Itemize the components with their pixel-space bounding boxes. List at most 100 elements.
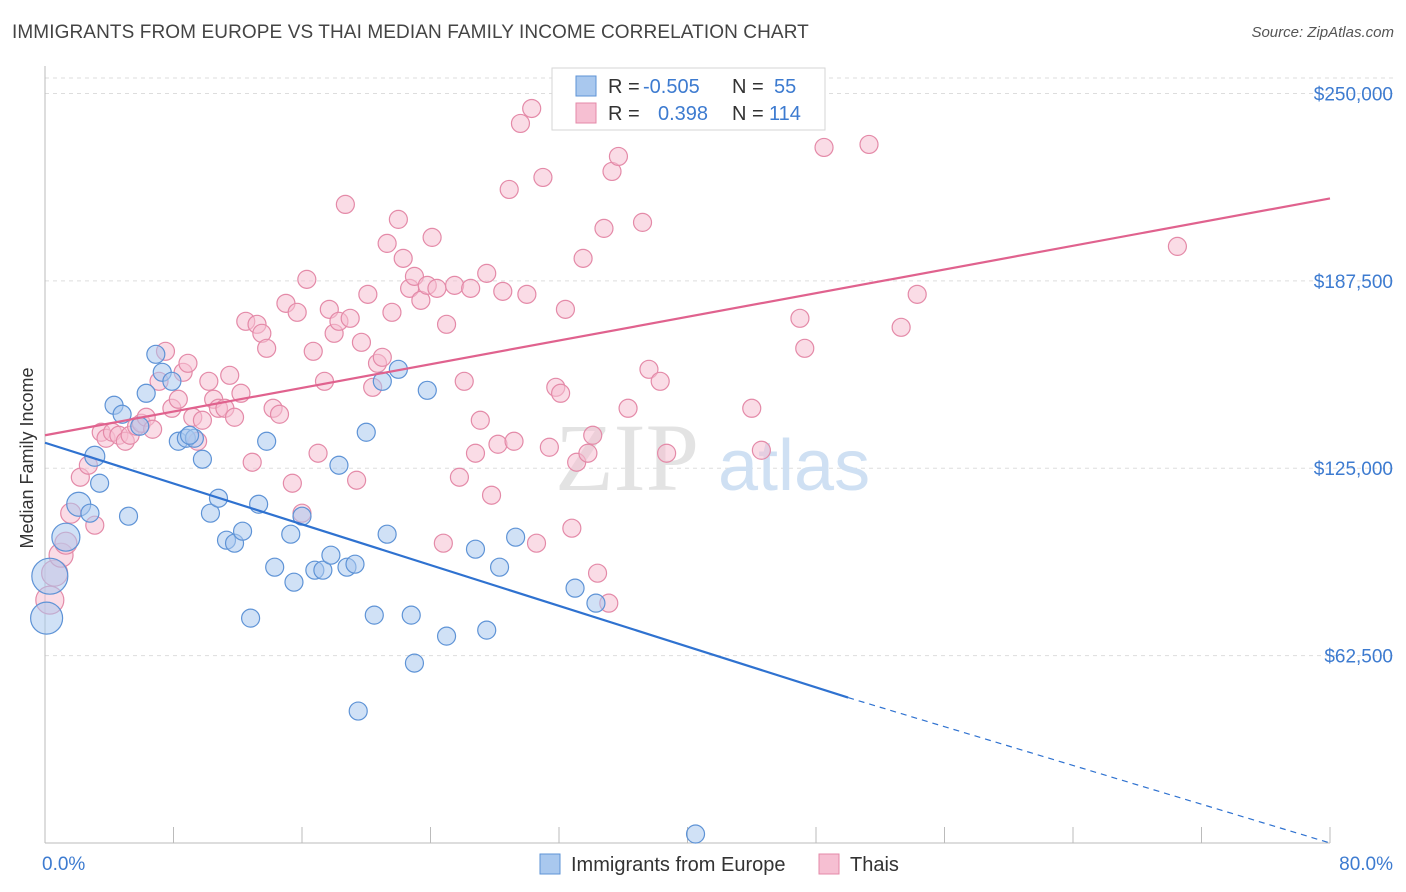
pink-point-27 bbox=[199, 371, 219, 391]
pink-point-53 bbox=[340, 308, 360, 328]
pink-point-60 bbox=[377, 233, 397, 253]
thais-points bbox=[35, 98, 1188, 615]
pink-point-116 bbox=[1167, 236, 1188, 256]
pink-point-47 bbox=[308, 443, 328, 463]
blue-point-27 bbox=[265, 557, 285, 577]
blue-point-23 bbox=[232, 521, 253, 541]
pink-point-63 bbox=[393, 248, 413, 268]
pink-point-84 bbox=[510, 113, 531, 134]
pink-point-111 bbox=[795, 338, 815, 358]
y-tick-label-2: $187,500 bbox=[1314, 272, 1393, 293]
pink-point-26 bbox=[192, 410, 213, 430]
axes bbox=[44, 66, 1331, 844]
pink-point-115 bbox=[907, 284, 927, 304]
pink-point-74 bbox=[454, 371, 474, 391]
legend-r-label-1: R = bbox=[608, 76, 640, 98]
legend-n-label-2: N = bbox=[732, 103, 764, 125]
blue-point-14 bbox=[162, 371, 182, 391]
pink-point-81 bbox=[493, 281, 513, 301]
pink-point-23 bbox=[178, 353, 198, 373]
blue-point-5 bbox=[80, 503, 100, 523]
pink-point-56 bbox=[358, 284, 378, 304]
pink-point-93 bbox=[562, 518, 582, 538]
blue-point-32 bbox=[313, 560, 333, 580]
pink-point-114 bbox=[891, 317, 911, 337]
pink-point-95 bbox=[573, 248, 593, 268]
blue-point-45 bbox=[417, 380, 437, 400]
pink-point-91 bbox=[551, 383, 571, 403]
pink-point-59 bbox=[372, 347, 392, 367]
blue-point-18 bbox=[192, 449, 213, 469]
legend-n-label-1: N = bbox=[732, 76, 764, 98]
pink-point-38 bbox=[257, 338, 277, 358]
pink-point-86 bbox=[522, 98, 542, 119]
legend-swatch-pink bbox=[575, 102, 597, 124]
series-legend: Immigrants from Europe Thais bbox=[539, 853, 899, 876]
pink-point-105 bbox=[639, 359, 659, 379]
pink-point-112 bbox=[814, 137, 834, 158]
blue-point-50 bbox=[506, 527, 526, 547]
legend-r-value-1: -0.505 bbox=[643, 76, 700, 98]
pink-point-70 bbox=[433, 533, 453, 553]
blue-point-26 bbox=[257, 431, 277, 451]
chart-title: IMMIGRANTS FROM EUROPE VS THAI MEDIAN FA… bbox=[12, 22, 809, 43]
legend-n-value-2: 114 bbox=[769, 103, 801, 125]
pink-point-32 bbox=[224, 407, 245, 427]
y-axis-label: Median Family Income bbox=[17, 367, 37, 548]
series-swatch-blue bbox=[539, 853, 561, 875]
pink-point-106 bbox=[650, 371, 670, 391]
pink-point-97 bbox=[583, 425, 603, 445]
blue-point-37 bbox=[348, 701, 368, 721]
blue-point-9 bbox=[118, 506, 139, 526]
pink-point-103 bbox=[618, 398, 638, 418]
pink-point-75 bbox=[461, 278, 481, 298]
pink-point-48 bbox=[314, 371, 335, 391]
pink-point-79 bbox=[481, 485, 502, 505]
series-label-thais: Thais bbox=[850, 854, 899, 876]
blue-point-29 bbox=[284, 572, 304, 592]
pink-point-40 bbox=[269, 404, 290, 424]
y-tick-label-3: $250,000 bbox=[1314, 84, 1393, 105]
pink-point-88 bbox=[533, 167, 553, 188]
blue-point-28 bbox=[281, 524, 301, 544]
blue-point-53 bbox=[685, 824, 706, 844]
blue-point-24 bbox=[241, 608, 261, 628]
blue-point-6 bbox=[90, 473, 110, 493]
pink-point-87 bbox=[526, 533, 547, 553]
pink-point-82 bbox=[499, 179, 519, 200]
pink-point-52 bbox=[335, 194, 355, 215]
grid-lines bbox=[45, 77, 1395, 657]
pink-point-109 bbox=[751, 440, 771, 460]
pink-point-35 bbox=[242, 452, 262, 472]
y-tick-label-1: $125,000 bbox=[1314, 459, 1393, 480]
pink-point-21 bbox=[168, 389, 188, 409]
pink-point-92 bbox=[555, 299, 576, 319]
legend-swatch-blue bbox=[575, 75, 597, 97]
pink-point-98 bbox=[587, 563, 608, 583]
pink-point-85 bbox=[517, 284, 537, 304]
blue-point-34 bbox=[329, 455, 349, 475]
blue-point-43 bbox=[401, 605, 421, 625]
pink-point-54 bbox=[347, 470, 367, 490]
legend-r-value-2: 0.398 bbox=[658, 103, 708, 125]
blue-point-51 bbox=[565, 578, 585, 598]
blue-point-36 bbox=[345, 554, 365, 574]
pink-point-43 bbox=[287, 302, 307, 322]
pink-point-78 bbox=[477, 263, 497, 283]
blue-point-41 bbox=[377, 524, 397, 544]
blue-point-49 bbox=[489, 557, 510, 577]
blue-point-39 bbox=[364, 605, 384, 625]
legend-n-value-1: 55 bbox=[774, 76, 796, 98]
pink-point-108 bbox=[742, 398, 762, 418]
blue-point-12 bbox=[146, 344, 166, 364]
x-tick-label-0: 0.0% bbox=[42, 854, 85, 875]
blue-point-46 bbox=[436, 626, 457, 646]
legend-box bbox=[551, 67, 826, 131]
pink-point-110 bbox=[790, 308, 810, 328]
pink-point-69 bbox=[427, 278, 447, 298]
blue-point-19 bbox=[200, 503, 221, 523]
blue-point-48 bbox=[477, 620, 497, 640]
x-tick-labels: 0.0% 80.0% bbox=[42, 854, 1393, 875]
blue-point-44 bbox=[404, 653, 425, 673]
